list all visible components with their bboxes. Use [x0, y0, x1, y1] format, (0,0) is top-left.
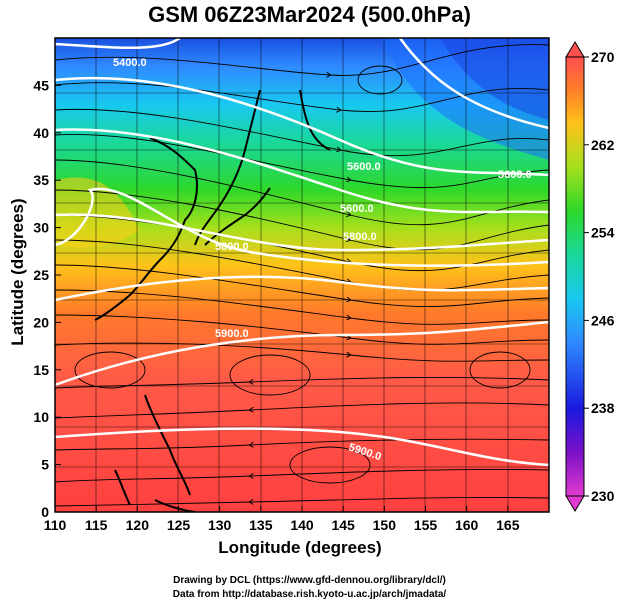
x-tick-label: 145	[331, 517, 355, 533]
contour-label: 5800.0	[343, 231, 377, 243]
y-tick-label: 45	[33, 77, 49, 93]
y-axis-ticks: 0 5 10 15 20 25 30 35 40 45	[33, 77, 61, 520]
colorbar-bottom-arrow	[565, 495, 585, 512]
x-tick-label: 135	[249, 517, 273, 533]
y-tick-label: 5	[41, 457, 49, 473]
contour-label: 5600.0	[498, 169, 532, 181]
colorbar: 270 262 254 246 238 230	[565, 41, 615, 512]
contour-label: 5600.0	[340, 203, 374, 215]
colorbar-tick-label: 254	[591, 225, 615, 241]
x-tick-label: 120	[126, 517, 150, 533]
map-title: GSM 06Z23Mar2024 (500.0hPa)	[148, 2, 471, 27]
x-tick-label: 130	[208, 517, 232, 533]
colorbar-scale	[565, 56, 585, 497]
y-tick-label: 30	[33, 220, 49, 236]
y-tick-label: 15	[33, 362, 49, 378]
y-axis-label: Latitude (degrees)	[8, 198, 27, 346]
x-axis-ticks: 110 115 120 125 130 135 140 145 150 155 160 165	[44, 506, 520, 533]
x-tick-label: 165	[496, 517, 520, 533]
y-tick-label: 35	[33, 172, 49, 188]
x-tick-label: 150	[373, 517, 397, 533]
height-contours	[55, 38, 549, 467]
cold-core-region	[440, 38, 549, 120]
colorbar-tick-label: 238	[591, 400, 615, 416]
y-tick-label: 25	[33, 267, 49, 283]
colorbar-tick-label: 262	[591, 137, 615, 153]
x-tick-label: 160	[455, 517, 479, 533]
contour-label: 5900.0	[215, 328, 249, 340]
y-tick-label: 20	[33, 314, 49, 330]
contour-label: 5600.0	[347, 161, 381, 173]
y-tick-label: 10	[33, 409, 49, 425]
plot-area: 5400.0 5600.0 5600.0 5600.0 5800.0 5800.…	[55, 38, 549, 512]
x-tick-label: 155	[414, 517, 438, 533]
y-tick-label: 40	[33, 125, 49, 141]
colorbar-tick-label: 246	[591, 312, 615, 328]
x-tick-label: 115	[85, 517, 108, 533]
coastlines	[94, 89, 331, 512]
x-tick-label: 110	[44, 517, 67, 533]
colorbar-tick-label: 230	[591, 488, 615, 504]
y-tick-label: 0	[41, 504, 49, 520]
x-tick-label: 140	[290, 517, 314, 533]
x-tick-label: 125	[167, 517, 191, 533]
colorbar-tick-label: 270	[591, 49, 615, 65]
x-axis-label: Longitude (degrees)	[218, 538, 382, 557]
data-source-line: Data from http://database.rish.kyoto-u.a…	[172, 589, 447, 600]
colorbar-ticks: 270 262 254 246 238 230	[584, 49, 615, 504]
credit-line: Drawing by DCL (https://www.gfd-dennou.o…	[173, 575, 446, 586]
wind-streamlines	[55, 44, 549, 507]
contour-label: 5800.0	[215, 241, 249, 253]
graticule	[55, 38, 549, 512]
colorbar-top-arrow	[565, 41, 585, 58]
contour-label: 5400.0	[113, 57, 147, 69]
